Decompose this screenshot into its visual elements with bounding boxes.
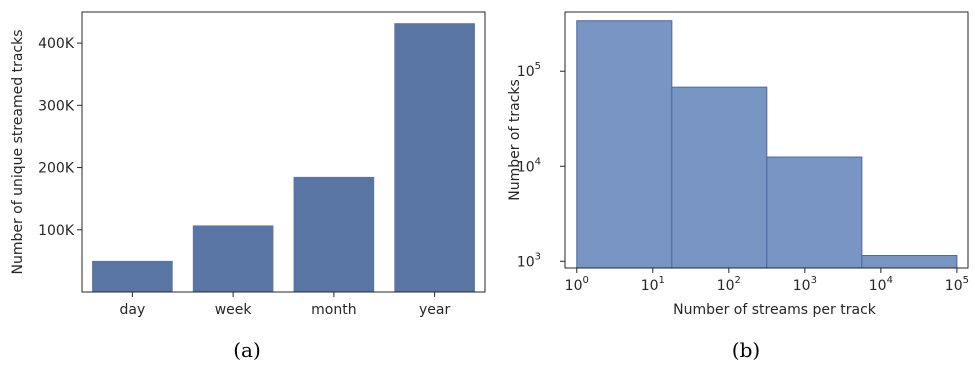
- plot-frame: [81, 11, 486, 293]
- histogram-bin: [671, 86, 768, 269]
- plot-frame: [564, 11, 969, 269]
- y-tick-label: 200K: [38, 161, 75, 177]
- bar-month: [293, 176, 375, 292]
- y-ticks: 100K 200K 300K 400K: [38, 36, 82, 239]
- x-ticks: 100 101 102 103 104 105: [565, 268, 969, 294]
- y-tick-label: 105: [517, 61, 541, 80]
- y-tick-label: 400K: [38, 36, 75, 52]
- x-tick-label: day: [119, 302, 145, 318]
- bar-year: [394, 23, 475, 292]
- caption-b: (b): [732, 338, 760, 362]
- x-tick-label: 105: [945, 275, 969, 294]
- histogram-bin: [766, 156, 863, 269]
- y-tick-label: 103: [517, 251, 541, 270]
- y-axis-label: Number of unique streamed tracks: [10, 29, 26, 274]
- x-tick-label: year: [419, 302, 450, 318]
- bar-day: [92, 260, 173, 292]
- chart-b: 103 104 105 100 101 102 103 104 105 Number of t…: [507, 11, 969, 362]
- y-tick-label: 104: [517, 156, 541, 175]
- histogram-bin: [576, 20, 673, 269]
- chart-a: 100K 200K 300K 400K day week month year Number…: [10, 11, 486, 362]
- x-tick-label: 100: [565, 275, 589, 294]
- x-tick-label: 104: [869, 275, 893, 294]
- x-tick-label: week: [215, 302, 253, 318]
- x-ticks: day week month year: [119, 292, 450, 318]
- histogram-bins: [576, 20, 958, 269]
- histogram-bin: [861, 255, 958, 269]
- x-tick-label: 103: [793, 275, 817, 294]
- y-axis-label: Number of tracks: [507, 79, 523, 201]
- x-tick-label: month: [311, 302, 356, 318]
- bars: [92, 23, 475, 292]
- x-axis-label: Number of streams per track: [673, 302, 877, 318]
- x-tick-label: 102: [717, 275, 741, 294]
- caption-a: (a): [233, 338, 261, 362]
- bar-week: [192, 225, 274, 292]
- x-tick-label: 101: [641, 275, 665, 294]
- y-tick-label: 300K: [38, 98, 75, 114]
- y-tick-label: 100K: [38, 223, 75, 239]
- y-ticks: 103 104 105: [517, 61, 565, 270]
